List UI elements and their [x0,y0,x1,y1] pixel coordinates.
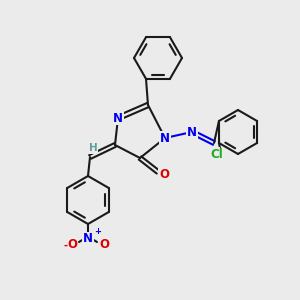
Text: O: O [99,238,109,250]
Text: Cl: Cl [211,148,223,161]
Text: N: N [113,112,123,124]
Text: N: N [160,131,170,145]
Text: +: + [94,227,101,236]
Text: H: H [211,148,219,158]
Text: N: N [83,232,93,245]
Text: -: - [64,241,68,251]
Text: O: O [67,238,77,250]
Text: N: N [187,125,197,139]
Text: H: H [88,143,98,153]
Text: O: O [159,169,169,182]
